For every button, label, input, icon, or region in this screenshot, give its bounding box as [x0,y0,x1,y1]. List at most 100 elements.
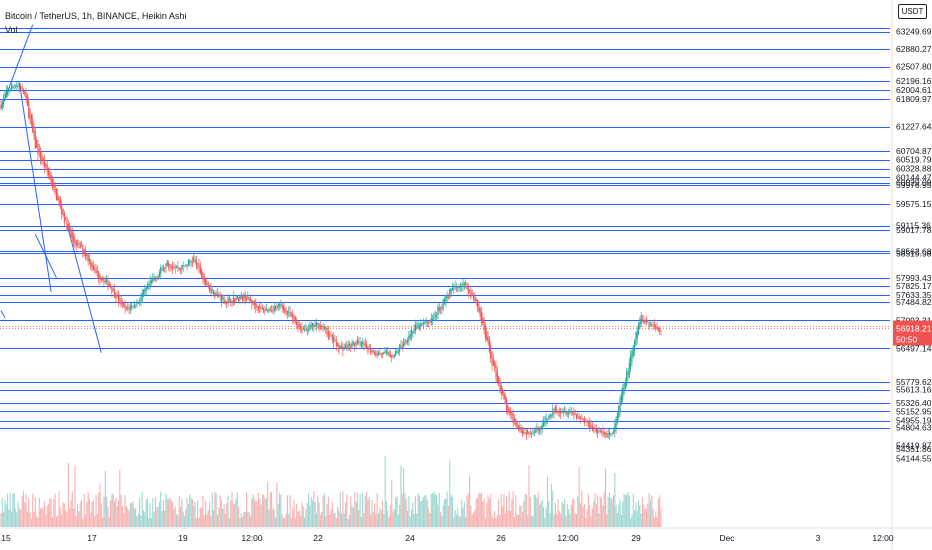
volume-bar [145,499,147,527]
candle-body [598,430,600,432]
candle-body [430,317,432,323]
candle-body [421,323,423,325]
candle-body [381,353,384,355]
candle-body [401,346,403,348]
volume-bar [290,517,292,527]
volume-bar [453,517,455,527]
candle-body [158,272,160,277]
volume-bar [152,498,154,527]
candle-body [252,301,254,303]
volume-bar [271,491,273,527]
volume-bar [123,513,125,527]
candle-body [194,259,196,261]
volume-bar [326,503,328,527]
volume-bar [405,498,407,527]
volume-bar [371,500,373,527]
candle-body [238,297,240,302]
candle-body [447,296,450,298]
candle-body [25,92,27,99]
volume-bar [205,500,207,527]
volume-bar [264,498,266,527]
volume-bar [466,496,468,527]
candle-body [53,183,55,188]
candle-body [531,433,533,434]
volume-bar [374,503,376,527]
candle-body [413,329,415,333]
volume-bar [483,498,485,527]
volume-bar [311,500,314,527]
volume-bar [66,512,68,527]
volume-bar [8,509,10,527]
volume-bar [210,515,212,527]
volume-bar [494,510,496,527]
volume-bar [414,496,417,527]
candle-body [145,287,147,291]
candle-body [408,335,410,342]
candle-body [288,311,290,313]
candle-body [129,306,131,309]
candle-body [393,355,395,357]
candle-body [132,306,134,308]
volume-bar [191,499,193,527]
price-tick-label: 61227.64 [896,122,932,132]
candle-body [117,295,120,302]
volume-bar [474,510,476,527]
candle-body [475,298,477,301]
price-axis[interactable]: 63249.69 62880.27 62507.80 62196.1662004.61… [896,27,932,464]
candle-body [521,429,523,435]
candle-body [364,343,366,345]
candle-body [368,347,370,350]
volume-bar [410,509,413,527]
volume-bar [647,503,649,527]
volume-bar [412,502,414,527]
volume-bar [413,513,415,527]
volume-bar [111,494,113,527]
volume-bar [385,501,387,527]
currency-button[interactable]: USDT [898,4,927,19]
candle-body [256,305,258,307]
candle-body [281,304,283,308]
volume-bar [517,514,519,527]
candle-body [165,263,167,269]
volume-bar [586,508,588,527]
volume-bar [616,513,618,527]
candle-body [523,432,525,433]
volume-bar [136,516,138,527]
volume-bar [94,516,96,527]
volume-bar [251,498,253,527]
volume-bar [55,516,57,527]
volume-bar [242,516,244,527]
candle-body [102,278,104,281]
candle-body [480,312,483,324]
volume-bar [630,518,632,527]
candle-body [606,433,608,438]
volume-bar [313,491,315,527]
time-axis[interactable]: 15 17 19 12:00 22 24 26 12:00 29 Dec 3 12:00 [1,533,894,543]
time-tick-label: Dec [719,533,735,543]
candle-body [561,411,563,413]
candle-body [519,426,521,428]
candle-body [375,353,377,356]
candle-body [249,298,252,301]
volume-bar [137,513,139,527]
candle-body [107,280,109,287]
volume-bar [235,498,237,527]
volume-bar [230,500,232,527]
volume-bar [300,515,302,527]
volume-bar [623,493,625,527]
candles [0,80,662,441]
candle-body [61,203,63,215]
candle-body [310,325,312,328]
volume-bar [223,504,225,527]
candle-body [595,428,597,432]
candle-body [467,286,469,294]
volume-bar [157,506,159,527]
price-tick-label: 58519.98 [896,248,932,258]
volume-bar [446,491,448,527]
candle-body [127,307,129,309]
volume-bar [540,502,542,527]
volume-bar [509,511,512,527]
candle-body [259,306,261,309]
candle-body [508,409,510,413]
